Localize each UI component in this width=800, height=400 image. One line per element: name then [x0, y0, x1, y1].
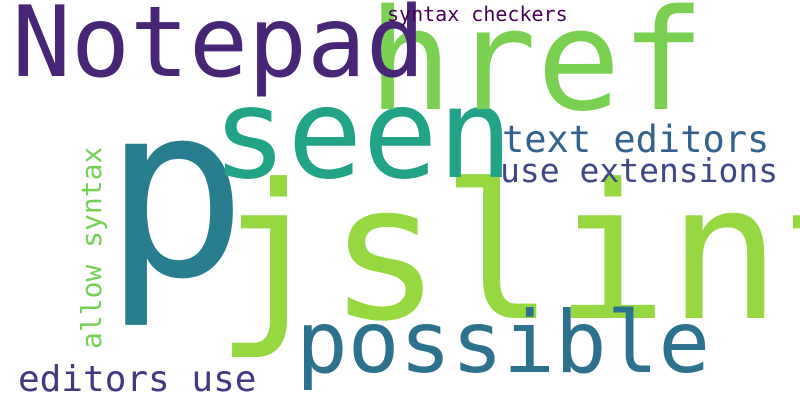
- word-editors-use: editors use: [18, 359, 257, 400]
- word-href: href: [368, 0, 706, 143]
- word-jslint: jslint: [215, 144, 800, 363]
- word-use-extensions: use extensions: [500, 151, 779, 190]
- word-allow-syntax: allow syntax: [75, 146, 108, 349]
- word-text-editors: text editors: [502, 118, 770, 161]
- word-notepad: Notepad: [12, 0, 426, 100]
- word-seen: seen: [212, 62, 514, 207]
- word-possible: possible: [296, 293, 711, 393]
- word-p: p: [103, 52, 248, 332]
- word-syntax-checkers: syntax checkers: [387, 2, 568, 26]
